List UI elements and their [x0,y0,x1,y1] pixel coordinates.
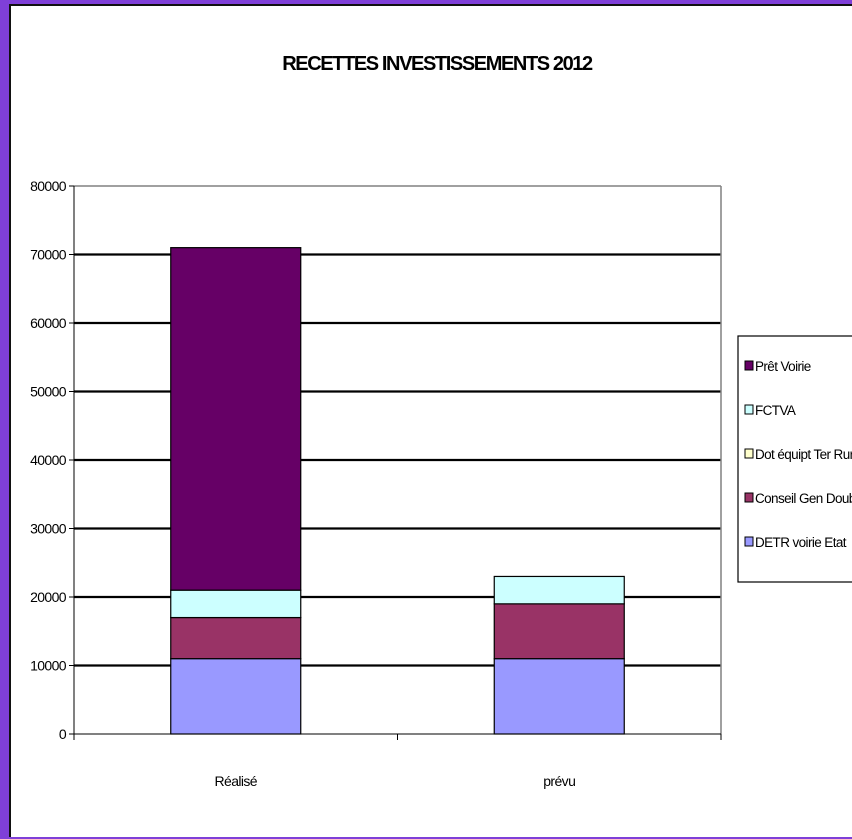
chart-title: RECETTES INVESTISSEMENTS 2012 [282,53,593,75]
legend-swatch [744,360,754,371]
y-tick-label: 70000 [30,247,67,263]
legend-swatch [744,492,754,503]
bar-segment-fctva-0 [170,589,302,619]
y-tick-label: 80000 [30,178,67,194]
bar-segment-detr-voirie-etat-1 [493,658,625,735]
legend: Prêt Voirie FCTVA Dot équipt Ter Rur Consei… [737,335,852,583]
x-tick-label: prévu [543,773,575,789]
y-tick-label: 60000 [30,315,67,331]
y-tick-label: 10000 [30,658,67,674]
legend-box [737,335,852,583]
bar-segment-pr-t-voirie-0 [170,247,302,591]
legend-entry: DETR voirie Etat [755,535,847,550]
bar-segment-detr-voirie-etat-0 [170,658,302,735]
bars [170,247,625,735]
legend-entry: FCTVA [755,403,796,418]
x-tick-label: Réalisé [215,773,258,789]
legend-entry: Conseil Gen Doubs [755,491,852,506]
bar-segment-conseil-gen-doubs-0 [170,616,302,660]
y-tick-label: 20000 [30,589,67,605]
legend-swatch [744,536,754,547]
y-tick-label: 30000 [30,521,67,537]
legend-swatch [744,448,754,459]
y-tick-label: 50000 [30,384,67,400]
stacked-bar-chart: RECETTES INVESTISSEMENTS 2012 0 10000 2000… [30,53,852,789]
axes: 0 10000 20000 30000 40000 50000 60000 70000 8000… [30,178,722,789]
y-tick-label: 0 [59,726,67,742]
bar-segment-conseil-gen-doubs-1 [493,603,625,660]
legend-entry: Dot équipt Ter Rur [755,447,852,462]
chart-container: RECETTES INVESTISSEMENTS 2012 0 10000 2000… [9,4,852,837]
legend-swatch [744,404,754,415]
bar-segment-fctva-1 [493,575,625,605]
y-tick-label: 40000 [30,452,67,468]
legend-entry: Prêt Voirie [755,359,811,374]
